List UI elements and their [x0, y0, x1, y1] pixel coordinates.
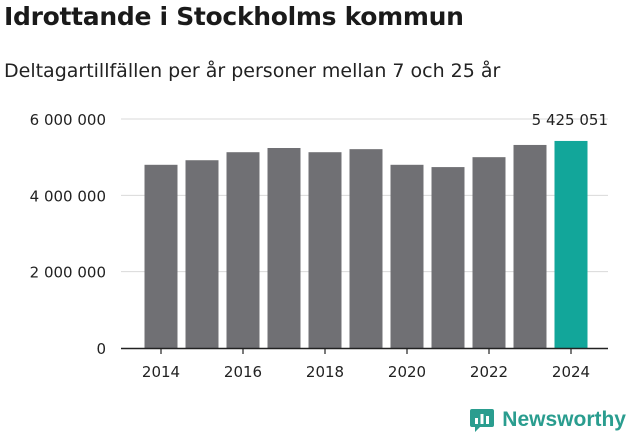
x-tick-label: 2022 — [470, 363, 508, 381]
y-tick-label: 0 — [96, 340, 106, 358]
bar — [349, 149, 383, 348]
y-tick-label: 4 000 000 — [30, 187, 106, 205]
bar — [144, 164, 178, 348]
chart-subtitle: Deltagartillfällen per år personer mella… — [4, 60, 501, 82]
bar — [185, 160, 219, 348]
bar — [226, 152, 260, 348]
bar — [472, 157, 506, 348]
brand-logo: Newsworthy — [469, 407, 626, 433]
y-tick-label: 6 000 000 — [30, 111, 106, 129]
bar — [267, 148, 301, 348]
bar-highlight — [554, 140, 588, 348]
x-tick-label: 2016 — [224, 363, 262, 381]
x-tick-label: 2024 — [552, 363, 590, 381]
x-tick-label: 2018 — [306, 363, 344, 381]
y-tick-label: 2 000 000 — [30, 264, 106, 282]
chart-title: Idrottande i Stockholms kommun — [4, 2, 464, 31]
newsworthy-logo-icon — [470, 409, 495, 432]
brand-name: Newsworthy — [502, 408, 626, 431]
bar — [431, 167, 465, 348]
bar — [513, 144, 547, 348]
bar — [390, 164, 424, 348]
x-tick-label: 2020 — [388, 363, 426, 381]
x-tick-label: 2014 — [142, 363, 180, 381]
data-label-highlight: 5 425 051 — [532, 111, 608, 129]
bar — [308, 152, 342, 348]
